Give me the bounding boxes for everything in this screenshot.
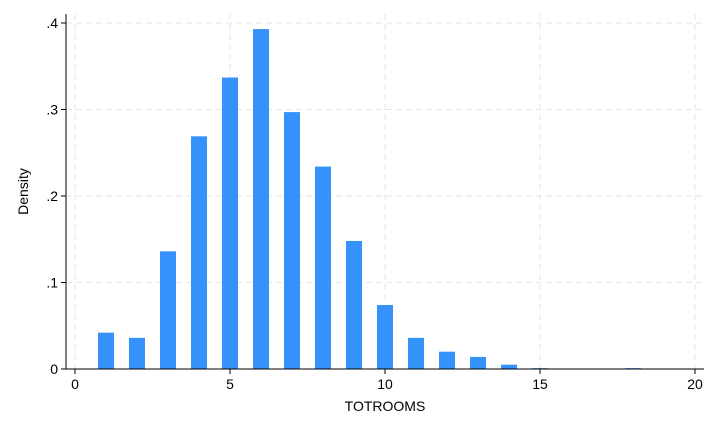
- histogram-bar: [501, 364, 517, 369]
- histogram-bar: [222, 77, 238, 370]
- histogram-bar: [408, 337, 424, 369]
- y-tick-label: 0: [50, 361, 58, 377]
- y-axis-title: Density: [15, 168, 31, 215]
- x-axis-title: TOTROOMS: [345, 398, 426, 414]
- y-tick-label: .2: [46, 188, 58, 204]
- ticks: 0 5 10 15 20 0 .1 .2 .3 .4: [46, 15, 703, 392]
- histogram-bar: [377, 304, 393, 369]
- histogram-bar: [98, 332, 114, 369]
- x-tick-label: 20: [687, 376, 703, 392]
- histogram-bar: [346, 240, 362, 369]
- x-tick-label: 5: [226, 376, 234, 392]
- histogram-bar: [315, 166, 331, 369]
- x-tick-label: 0: [71, 376, 79, 392]
- histogram-bar: [129, 337, 145, 369]
- histogram-bar: [439, 351, 455, 369]
- x-tick-label: 10: [377, 376, 393, 392]
- histogram-bar: [253, 29, 269, 370]
- histogram-bar: [160, 251, 176, 369]
- histogram-bar: [284, 112, 300, 369]
- y-tick-label: .1: [46, 275, 58, 291]
- x-tick-label: 15: [532, 376, 548, 392]
- bars: [98, 29, 672, 370]
- histogram-bar: [470, 356, 486, 369]
- y-tick-label: .3: [46, 102, 58, 118]
- histogram-bar: [191, 136, 207, 369]
- y-tick-label: .4: [46, 15, 58, 31]
